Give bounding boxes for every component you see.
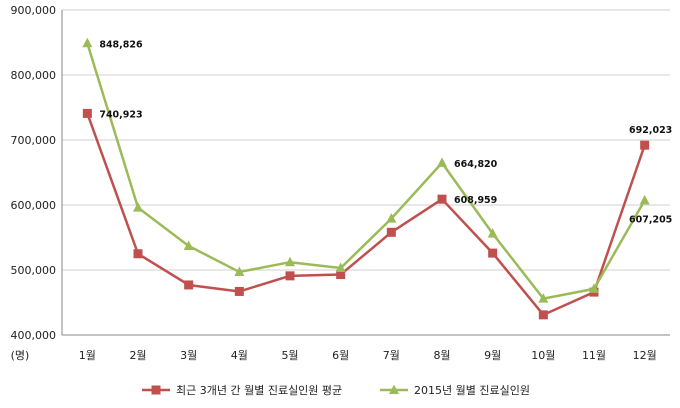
series-line	[86, 112, 646, 317]
x-tick-label: 11월	[582, 349, 606, 362]
data-point-triangle	[335, 262, 346, 273]
data-labels: 740,923 608,959 692,023 848,826 664,820 607,2…	[99, 39, 672, 225]
data-point-square	[336, 270, 346, 280]
y-tick-label: 700,000	[11, 134, 57, 147]
x-tick-label: 5월	[281, 349, 298, 362]
y-tick-label: 900,000	[11, 4, 57, 17]
data-point-triangle	[82, 37, 93, 48]
data-point-square	[386, 227, 396, 237]
data-point-square	[285, 271, 295, 281]
series-group	[82, 37, 650, 320]
data-point-triangle	[589, 283, 599, 293]
x-tick-label: 10월	[531, 349, 555, 362]
data-point-triangle	[487, 228, 498, 238]
data-point-triangle	[285, 256, 295, 267]
x-tick-label: 9월	[484, 349, 501, 362]
data-point-square	[82, 108, 92, 118]
data-label: 607,205	[629, 214, 672, 225]
data-point-square	[538, 310, 548, 320]
y-axis-ticks: 400,000 500,000 600,000 700,000 800,000 900,0…	[11, 4, 57, 342]
x-tick-label: 8월	[433, 349, 450, 362]
x-tick-label: 12월	[633, 349, 657, 362]
data-point-square	[437, 194, 447, 204]
data-point-triangle	[234, 266, 245, 276]
legend-marker-triangle	[389, 384, 399, 394]
y-tick-label: 400,000	[11, 329, 57, 342]
y-tick-label: 500,000	[11, 264, 57, 277]
grid-lines	[61, 9, 670, 336]
x-tick-label: 2월	[129, 349, 146, 362]
data-label: 608,959	[454, 195, 497, 206]
x-tick-label: 6월	[332, 349, 349, 362]
legend: 최근 3개년 간 월별 진료실인원 평균 2015년 월별 진료실인원	[142, 384, 530, 397]
data-point-square	[640, 140, 650, 150]
x-tick-label: 7월	[383, 349, 400, 362]
data-label: 848,826	[99, 39, 143, 50]
data-point-triangle	[639, 194, 650, 205]
data-point-square	[184, 280, 194, 290]
data-point-triangle	[538, 293, 549, 303]
y-tick-label: 800,000	[11, 69, 57, 82]
x-tick-label: 4월	[231, 349, 248, 362]
data-point-triangle	[437, 157, 447, 167]
legend-label: 2015년 월별 진료실인원	[414, 384, 530, 397]
data-point-square	[133, 249, 143, 259]
y-tick-label: 600,000	[11, 199, 57, 212]
data-point-triangle	[133, 202, 143, 212]
legend-label: 최근 3개년 간 월별 진료실인원 평균	[176, 384, 342, 397]
data-label: 740,923	[99, 109, 142, 120]
data-point-triangle	[386, 213, 397, 223]
data-label: 664,820	[454, 159, 498, 170]
data-point-square	[234, 286, 244, 296]
y-unit-label: (명)	[11, 349, 30, 362]
data-label: 692,023	[629, 125, 672, 136]
x-axis-ticks: 1월 2월 3월 4월 5월 6월 7월 8월 9월 10월 11월 12월	[79, 349, 657, 362]
legend-marker-square	[151, 385, 161, 395]
data-point-triangle	[183, 240, 194, 250]
data-point-square	[488, 248, 498, 258]
series-line	[86, 42, 646, 300]
x-tick-label: 1월	[79, 349, 96, 362]
x-tick-label: 3월	[180, 349, 197, 362]
